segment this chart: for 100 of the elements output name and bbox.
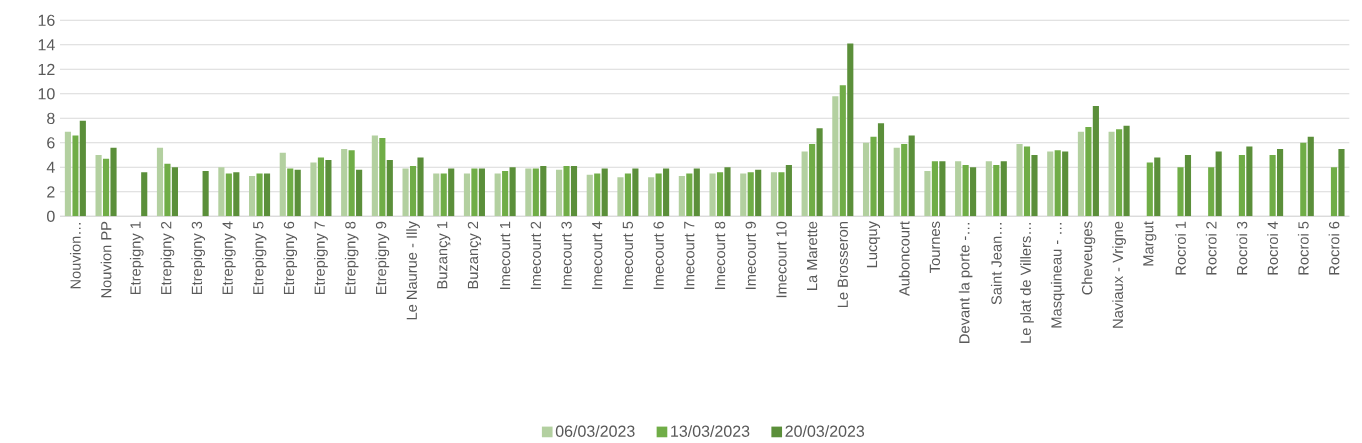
x-tick-label: Auboncourt <box>898 221 910 297</box>
x-tick-label: Naviaux - Vrigne <box>1112 221 1126 328</box>
bar <box>64 131 71 217</box>
x-tick-label: Rocroi 6 <box>1328 221 1340 275</box>
x-tick-label: Imecourt 4 <box>592 221 603 289</box>
y-tick-label: 2 <box>47 186 55 198</box>
y-tick-label: 16 <box>38 14 55 26</box>
x-tick-label: Nouvion PP <box>100 221 112 298</box>
bar <box>386 159 393 217</box>
bar <box>1092 106 1099 217</box>
x-tick-label: Le Naurue - Illy <box>406 221 420 320</box>
x-tick-label: Rocroi 1 <box>1175 221 1186 275</box>
bar <box>371 135 378 217</box>
y-tick-label: 6 <box>47 137 55 149</box>
bar <box>233 172 240 217</box>
bar <box>686 173 693 217</box>
bar <box>249 175 256 217</box>
bar <box>617 177 624 217</box>
bar <box>310 162 317 217</box>
y-tick-label: 4 <box>46 161 55 173</box>
bar <box>931 161 938 217</box>
bar <box>317 157 325 217</box>
bar <box>870 136 877 217</box>
bar <box>225 173 232 217</box>
x-tick-label: Etrepigny 1 <box>129 221 144 295</box>
bar <box>601 168 608 217</box>
bar <box>341 148 348 217</box>
bar <box>1023 146 1031 217</box>
x-tick-label: Le Brosseron <box>837 222 848 308</box>
bar <box>440 173 447 217</box>
bar <box>755 169 762 217</box>
legend-label: 20/03/2023 <box>785 425 865 437</box>
bar <box>1307 136 1314 217</box>
bar <box>839 85 846 217</box>
bar <box>939 161 946 217</box>
bar <box>678 175 685 217</box>
bar <box>740 173 747 217</box>
bar <box>709 173 716 217</box>
bar <box>778 172 785 217</box>
bar <box>955 161 962 217</box>
bar <box>1047 151 1054 217</box>
bar <box>540 166 547 217</box>
bar <box>433 173 440 217</box>
bar <box>716 172 724 217</box>
bar <box>287 168 294 217</box>
y-tick-label: 12 <box>38 63 55 75</box>
bar <box>402 168 409 217</box>
x-tick-label: Cheveuges <box>1081 221 1096 295</box>
bar <box>1208 167 1215 217</box>
bar <box>570 166 578 217</box>
bar <box>494 173 501 217</box>
bar <box>1300 142 1307 217</box>
x-tick-label: Imecourt 3 <box>561 221 572 289</box>
bar <box>893 147 900 217</box>
bar <box>1031 155 1038 217</box>
bar <box>409 166 417 217</box>
x-tick-label: Lucquy <box>866 221 881 268</box>
bar <box>325 159 332 217</box>
bar <box>724 167 731 217</box>
bar <box>1184 155 1192 217</box>
bar <box>801 151 808 217</box>
x-tick-label: Rocroi 4 <box>1267 221 1278 275</box>
x-tick-label: Etrepigny 5 <box>252 221 267 295</box>
bar <box>648 177 655 217</box>
x-tick-label: Rocroi 5 <box>1297 221 1309 275</box>
bar <box>1146 162 1153 217</box>
x-tick-label: Le plat de Villers… <box>1020 223 1034 343</box>
bar <box>924 171 931 217</box>
bar <box>563 166 570 217</box>
bar <box>594 173 601 217</box>
x-tick-label: Tournes <box>929 221 941 273</box>
x-tick-label: Imecourt 8 <box>714 221 726 289</box>
y-tick-label: 10 <box>38 88 55 100</box>
bar <box>102 158 110 217</box>
bar <box>202 171 209 217</box>
bar <box>356 169 363 217</box>
bar <box>970 167 977 217</box>
bar <box>141 172 148 217</box>
bar <box>1000 161 1007 217</box>
x-tick-label: Imecourt 5 <box>622 221 634 289</box>
bar <box>1277 148 1284 217</box>
bar <box>110 147 117 217</box>
bar <box>985 161 992 217</box>
bar <box>809 144 816 217</box>
bar <box>747 172 754 217</box>
x-tick-label: Margut <box>1143 221 1157 266</box>
bar <box>171 167 178 217</box>
bar <box>770 172 778 217</box>
legend-label: 13/03/2023 <box>671 425 750 437</box>
bar <box>1016 144 1023 217</box>
bar <box>463 173 471 217</box>
bar <box>1246 146 1253 217</box>
x-tick-label: Etrepigny 3 <box>191 221 205 295</box>
bar <box>877 123 885 217</box>
bar <box>79 120 86 217</box>
bar <box>655 173 662 217</box>
bar <box>263 173 271 217</box>
x-tick-label: Imecourt 6 <box>653 221 664 289</box>
x-tick-label: Imecourt 2 <box>530 221 542 289</box>
bar <box>279 152 286 217</box>
